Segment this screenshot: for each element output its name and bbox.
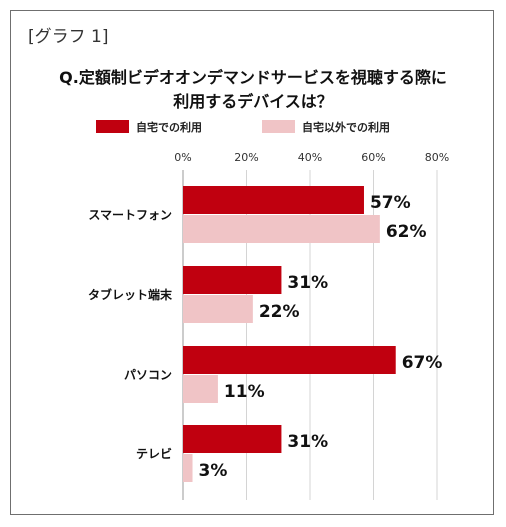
x-tick-label-3: 60%	[361, 151, 385, 164]
data-label-3-series-2: 11%	[224, 382, 265, 402]
bar-2-series-2	[183, 295, 253, 323]
category-label-1: スマートフォン	[88, 208, 172, 222]
category-label-4: テレビ	[136, 446, 172, 461]
legend-label-2: 自宅以外での利用	[302, 120, 390, 134]
category-label-3: パソコン	[124, 368, 172, 382]
x-tick-label-1: 20%	[234, 151, 258, 164]
data-label-3-series-1: 67%	[402, 353, 443, 373]
data-label-1-series-2: 62%	[386, 222, 427, 242]
data-label-4-series-2: 3%	[199, 461, 228, 481]
category-label-2: タブレット端末	[88, 287, 173, 302]
bar-2-series-1	[183, 266, 282, 294]
chart-title-line-2: 利用するデバイスは？	[173, 92, 333, 111]
data-label-2-series-2: 22%	[259, 302, 300, 322]
legend-label-1: 自宅での利用	[136, 120, 202, 134]
data-label-1-series-1: 57%	[370, 193, 411, 213]
data-label-4-series-1: 31%	[287, 432, 328, 452]
legend-swatch-1	[96, 120, 129, 133]
bar-1-series-2	[183, 215, 380, 243]
graph-tag: [グラフ 1]	[28, 27, 109, 47]
x-tick-label-4: 80%	[425, 151, 449, 164]
x-tick-label-2: 40%	[298, 151, 322, 164]
legend: 自宅での利用 自宅以外での利用	[96, 120, 390, 134]
bar-3-series-1	[183, 346, 396, 374]
bar-3-series-2	[183, 375, 218, 403]
legend-swatch-2	[262, 120, 295, 133]
bars	[183, 186, 396, 482]
chart-title-line-1: Q.定額制ビデオオンデマンドサービスを視聴する際に	[59, 68, 447, 87]
bar-4-series-1	[183, 425, 282, 453]
data-label-2-series-1: 31%	[287, 273, 328, 293]
data-labels: 57% 62% 31% 22% 67% 11% 31% 3%	[199, 193, 443, 481]
x-tick-label-0: 0%	[174, 151, 191, 164]
bar-1-series-1	[183, 186, 364, 214]
x-axis-ticks: 0% 20% 40% 60% 80%	[174, 151, 449, 164]
bar-4-series-2	[183, 454, 193, 482]
